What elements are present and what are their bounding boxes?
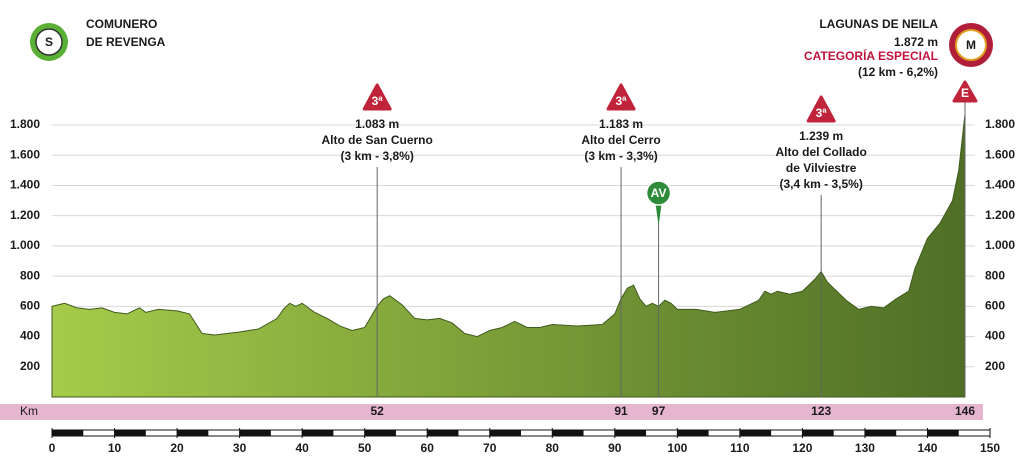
y-tick-label: 400 — [20, 329, 40, 343]
x-tick-label: 30 — [233, 441, 247, 455]
scale-segment — [614, 430, 647, 436]
start-icon: S — [45, 35, 53, 49]
climb-icon — [362, 83, 392, 111]
scale-segment — [52, 430, 84, 436]
y-tick-label: 400 — [985, 329, 1005, 343]
y-tick-label: 1.000 — [10, 238, 40, 252]
start-name: DE REVENGA — [86, 35, 166, 49]
scale-segment — [427, 430, 459, 436]
y-tick-label: 1.200 — [10, 208, 40, 222]
x-tick-label: 140 — [917, 441, 937, 455]
km-label: Km — [20, 404, 38, 418]
y-tick-label: 1.800 — [985, 117, 1015, 131]
scale-segment — [739, 430, 772, 436]
x-tick-label: 50 — [358, 441, 372, 455]
feed-icon-ring — [645, 180, 672, 206]
scale-segment — [114, 430, 146, 436]
climb-category: 3ª — [615, 94, 627, 108]
finish-icon-inner — [955, 29, 987, 61]
y-tick-label: 600 — [20, 299, 40, 313]
x-tick-label: 60 — [421, 441, 435, 455]
y-tick-label: 1.400 — [985, 178, 1015, 192]
scale-segment — [177, 430, 209, 436]
y-tick-label: 1.800 — [10, 117, 40, 131]
climb-label: (3 km - 3,8%) — [340, 149, 413, 163]
x-tick-label: 130 — [855, 441, 875, 455]
finish-mark: E — [961, 86, 969, 100]
start-name: COMUNERO — [86, 17, 157, 31]
finish-elevation: 1.872 m — [894, 35, 938, 49]
scale-segment — [864, 430, 897, 436]
x-tick-label: 80 — [546, 441, 560, 455]
finish-climb: (12 km - 6,2%) — [858, 65, 938, 79]
scale-segment — [489, 430, 521, 436]
climb-label: Alto del Collado — [775, 145, 866, 159]
finish-icon: M — [966, 38, 976, 52]
climb-label: 1.239 m — [799, 129, 843, 143]
x-tick-label: 150 — [980, 441, 1000, 455]
x-tick-label: 120 — [792, 441, 812, 455]
x-tick-label: 70 — [483, 441, 497, 455]
x-tick-label: 10 — [108, 441, 122, 455]
y-tick-label: 600 — [985, 299, 1005, 313]
climb-category: 3ª — [372, 94, 384, 108]
elevation-area — [51, 114, 966, 398]
climb-label: de Vilviestre — [786, 161, 857, 175]
scale-segment — [802, 430, 834, 436]
finish-name: LAGUNAS DE NEILA — [819, 17, 938, 31]
x-tick-label: 20 — [170, 441, 184, 455]
y-tick-label: 1.600 — [10, 147, 40, 161]
km-mark-label: 146 — [955, 404, 975, 418]
climb-icon — [806, 95, 836, 123]
scale-segment — [927, 430, 959, 436]
climb-label: Alto del Cerro — [581, 133, 660, 147]
y-tick-label: 800 — [20, 268, 40, 282]
km-mark-label: 123 — [811, 404, 831, 418]
km-bar — [0, 404, 983, 420]
x-tick-label: 110 — [730, 441, 750, 455]
x-tick-label: 100 — [667, 441, 687, 455]
scale-segment — [239, 430, 271, 436]
y-tick-label: 200 — [985, 359, 1005, 373]
y-tick-label: 1.200 — [985, 208, 1015, 222]
scale-segment — [677, 430, 709, 436]
climb-label: (3,4 km - 3,5%) — [779, 177, 862, 191]
scale-segment — [302, 430, 334, 436]
start-icon-inner — [35, 28, 63, 56]
km-mark-label: 52 — [370, 404, 384, 418]
climb-icon — [606, 83, 636, 111]
feed-pin — [655, 204, 662, 226]
finish-category: CATEGORÍA ESPECIAL — [804, 48, 938, 63]
y-tick-label: 200 — [20, 359, 40, 373]
climb-label: Alto de San Cuerno — [322, 133, 433, 147]
y-tick-label: 1.400 — [10, 178, 40, 192]
climb-label: 1.183 m — [599, 117, 643, 131]
y-tick-label: 1.000 — [985, 238, 1015, 252]
climb-label: (3 km - 3,3%) — [584, 149, 657, 163]
climb-label: 1.083 m — [355, 117, 399, 131]
km-mark-label: 97 — [652, 404, 666, 418]
scale-segment — [552, 430, 584, 436]
y-tick-label: 800 — [985, 268, 1005, 282]
climb-category: 3ª — [816, 106, 828, 120]
x-tick-label: 40 — [295, 441, 309, 455]
finish-triangle — [952, 80, 978, 103]
x-tick-label: 0 — [49, 441, 56, 455]
x-tick-label: 90 — [608, 441, 622, 455]
km-mark-label: 91 — [614, 404, 628, 418]
feed-icon: AV — [651, 186, 667, 200]
y-tick-label: 1.600 — [985, 147, 1015, 161]
scale-segment — [364, 430, 396, 436]
